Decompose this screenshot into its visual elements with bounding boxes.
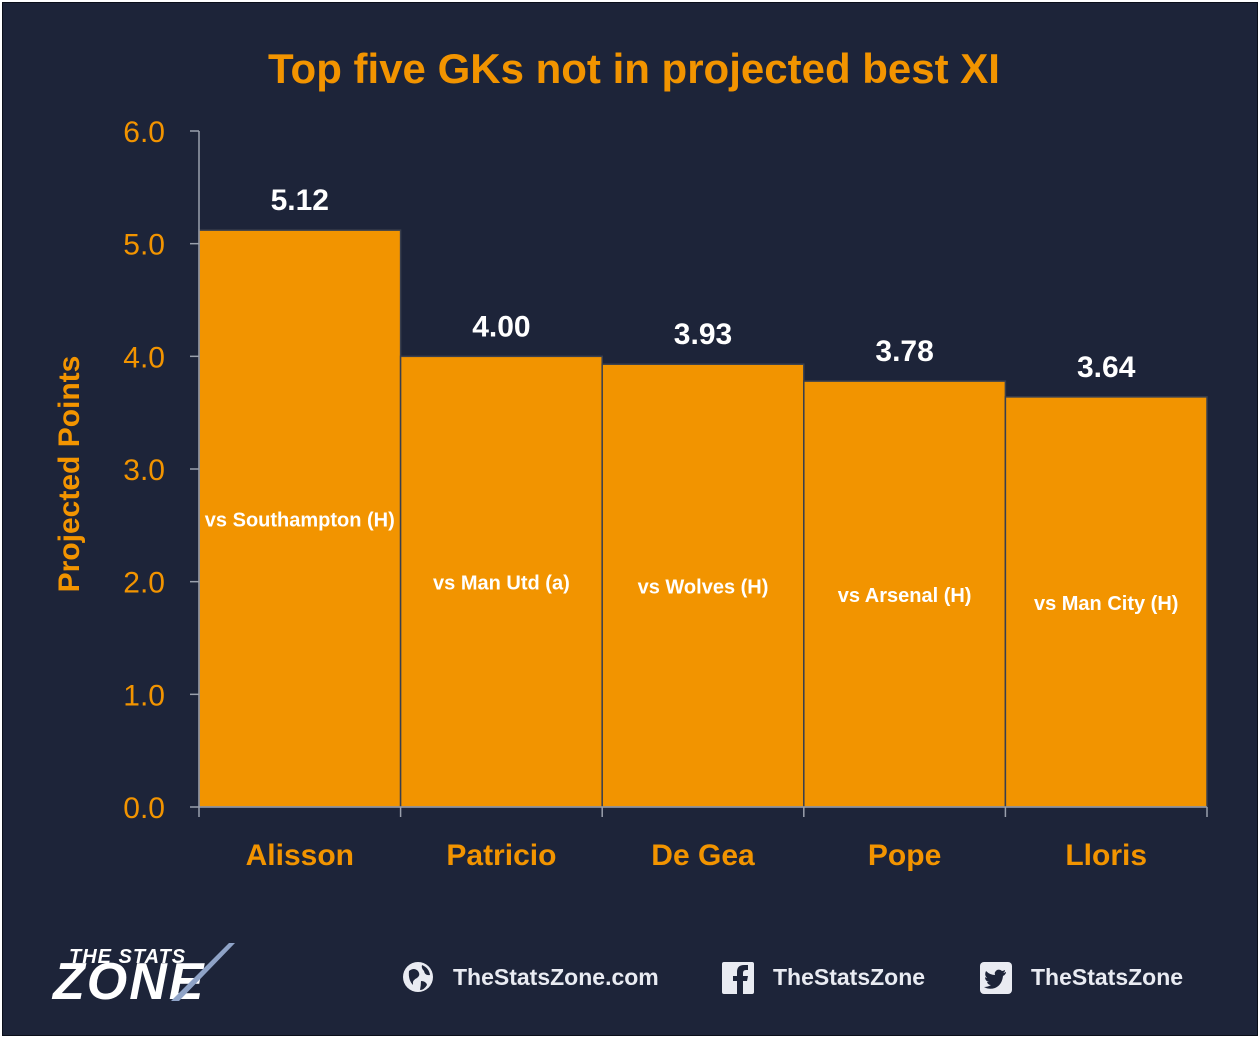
bar-annotation: vs Arsenal (H) [838,585,972,607]
data-label: 4.00 [472,310,530,343]
y-tick-label: 2.0 [123,567,165,600]
chart-title: Top five GKs not in projected best XI [268,45,1000,92]
bar-alisson [198,229,402,808]
data-label: 5.12 [271,184,329,217]
bar-de-gea [601,363,805,808]
y-tick-label: 5.0 [123,229,165,262]
x-tick-label: De Gea [651,839,755,872]
bar-lloris [1004,396,1208,808]
y-tick-label: 1.0 [123,679,165,712]
y-tick-label: 4.0 [123,341,165,374]
logo-main-text: ZONE [51,953,205,1011]
bar-pope [803,380,1007,808]
x-tick-label: Alisson [246,839,354,872]
logo-slash-mark [171,943,235,1001]
facebook-icon[interactable] [722,962,754,994]
x-tick-label: Patricio [446,839,556,872]
y-tick-label: 3.0 [123,454,165,487]
facebook-handle[interactable]: TheStatsZone [773,964,925,990]
globe-icon [403,962,433,992]
logo-top-text: THE STATS [69,946,186,968]
website-link[interactable]: TheStatsZone.com [453,964,659,990]
twitter-handle[interactable]: TheStatsZone [1031,964,1183,990]
data-label: 3.64 [1077,351,1136,384]
x-tick-label: Lloris [1065,839,1147,872]
plot-area: 0.0 1.0 2.0 3.0 4.0 5.0 6.0 Alisson 5.12 vs South… [123,116,1208,872]
y-tick-label: 0.0 [123,792,165,825]
data-label: 3.93 [674,318,732,351]
bar-annotation: vs Southampton (H) [205,510,395,532]
bar-annotation: vs Man Utd (a) [433,573,570,595]
twitter-icon[interactable] [980,962,1012,994]
bar-annotation: vs Wolves (H) [638,577,769,599]
chart-svg: Top five GKs not in projected best XI Pr… [51,45,1208,1011]
bar-patricio [399,355,603,808]
bar-annotation: vs Man City (H) [1034,593,1178,615]
data-label: 3.78 [875,335,933,368]
footer: THE STATS ZONE TheStatsZone.com TheStats… [51,943,1183,1011]
y-axis-label: Projected Points [53,356,86,593]
y-tick-label: 6.0 [123,116,165,149]
stats-zone-logo: THE STATS ZONE [51,943,235,1011]
x-tick-label: Pope [868,839,941,872]
